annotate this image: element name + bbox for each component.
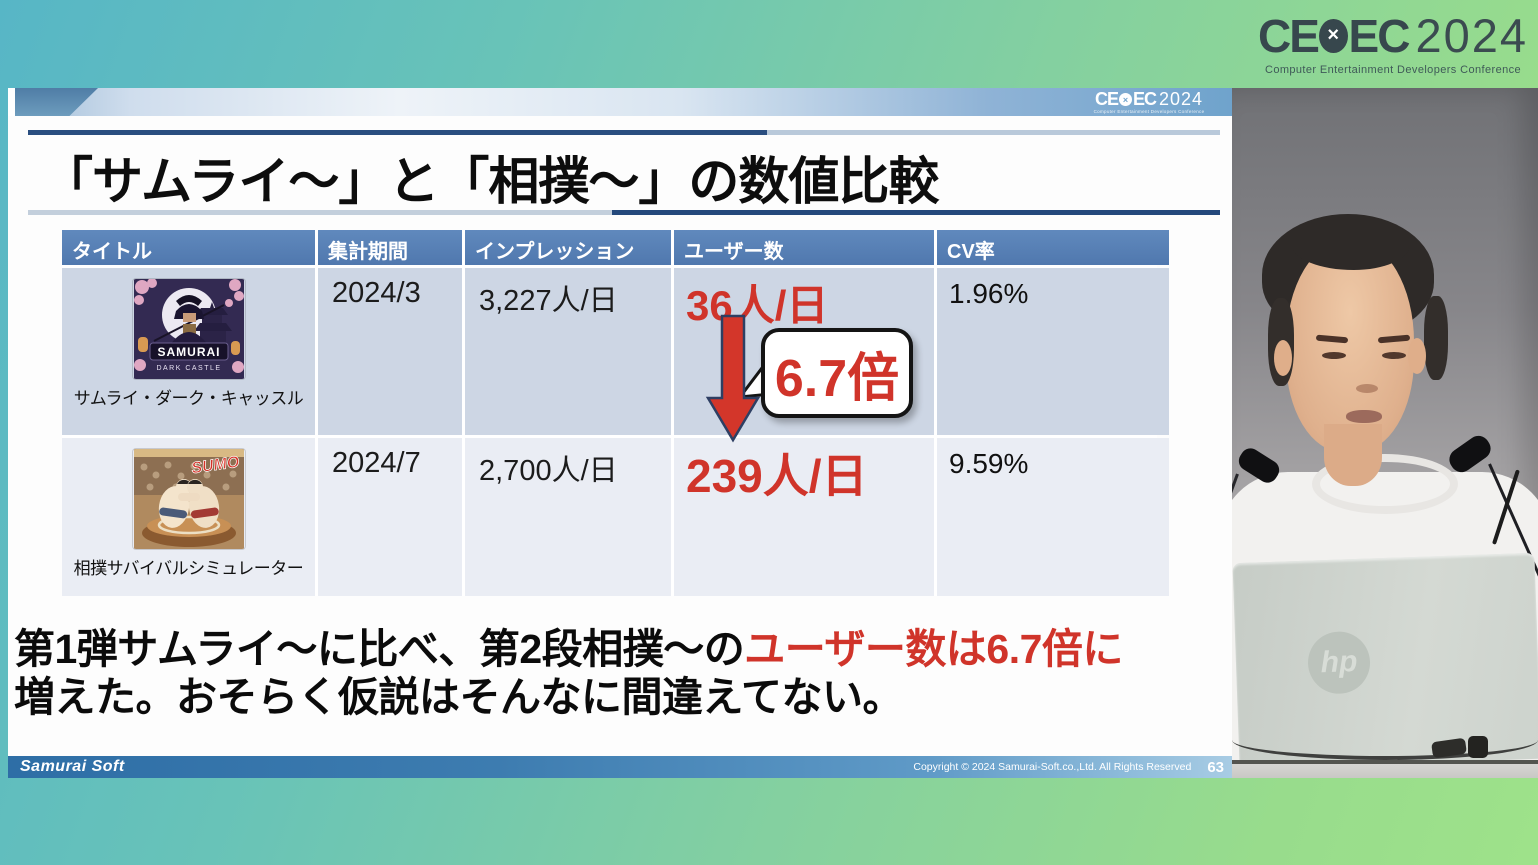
conclusion-text: 第1弾サムライ～に比べ、第2段相撲～のユーザー数は6.7倍に 増えた。おそらく仮… [14, 626, 1230, 722]
column-header-cv-rate: CV率 [937, 230, 1169, 265]
speaker-mouth [1346, 410, 1382, 423]
slide-cedec-logo: CE × EC 2024 Computer Entertainment Deve… [1074, 89, 1224, 114]
presentation-slide: CE × EC 2024 Computer Entertainment Deve… [8, 88, 1232, 778]
slide-footer-bar: Samurai Soft Copyright © 2024 Samurai-So… [8, 756, 1232, 778]
slide-cedec-logo-year: 2024 [1158, 89, 1204, 109]
conclusion-line1-red: ユーザー数は6.7倍に [744, 626, 1123, 672]
column-header-title: タイトル [62, 230, 315, 265]
copyright-text: Copyright © 2024 Samurai-Soft.co.,Ltd. A… [913, 761, 1192, 773]
slide-cedec-logo-subtitle: Computer Entertainment Developers Confer… [1093, 109, 1205, 114]
column-header-impressions: インプレッション [465, 230, 671, 265]
icon-badge-text: SAMURAI [157, 345, 220, 359]
slide-header-left-margin [8, 88, 15, 116]
speaker-hair-side [1424, 296, 1448, 380]
page-number: 63 [1207, 758, 1224, 776]
table-row-2-period: 2024/7 [318, 438, 462, 596]
table-row-1-cv-rate: 1.96% [937, 268, 1169, 435]
cedec-logo-subtitle: Computer Entertainment Developers Confer… [1264, 64, 1522, 76]
column-header-period: 集計期間 [318, 230, 462, 265]
cedec-2024-logo: CE × EC 2024 Computer Entertainment Deve… [1258, 8, 1528, 84]
slide-header-bar: CE × EC 2024 Computer Entertainment Deve… [8, 88, 1232, 116]
speaker-ear [1408, 338, 1426, 374]
column-header-users: ユーザー数 [674, 230, 934, 265]
speaker-eye [1322, 352, 1346, 359]
game-title-caption: 相撲サバイバルシミュレーター [73, 559, 304, 578]
slide-cedec-logo-text: EC [1132, 89, 1157, 109]
hp-logo: hp [1306, 630, 1372, 695]
table-row-2-impressions: 2,700人/日 [465, 438, 671, 596]
microphone-icon [1445, 431, 1495, 477]
podium-table-edge [1232, 760, 1538, 764]
conclusion-line2: 増えた。おそらく仮説はそんなに間違えてない。 [14, 673, 903, 720]
cable-connector [1468, 736, 1488, 758]
table-row-2-users: 239人/日 [674, 438, 934, 596]
slide-cedec-logo-text: CE [1094, 89, 1119, 109]
slide-cedec-x-icon: × [1118, 93, 1132, 106]
hp-logo-text: hp [1320, 645, 1358, 680]
multiplier-callout: 6.7倍 [761, 328, 913, 418]
slide-cedec-logo-row: CE × EC 2024 [1074, 89, 1224, 110]
slide-title: 「サムライ～」と「相撲～」の数値比較 [42, 153, 939, 210]
speaker-shirt-collar [1312, 454, 1458, 514]
table-row-1-period: 2024/3 [318, 268, 462, 435]
table-row-1-impressions: 3,227人/日 [465, 268, 671, 435]
slide-header-accent-shape [14, 88, 98, 116]
comparison-table: タイトル 集計期間 インプレッション ユーザー数 CV率 [62, 230, 1169, 596]
speaker-video-panel: hp [1232, 88, 1538, 778]
title-overline [28, 130, 1220, 135]
sumo-survival-simulator-icon: SUMO [133, 449, 244, 549]
table-row-2-cv-rate: 9.59% [937, 438, 1169, 596]
game-title-caption: サムライ・ダーク・キャッスル [73, 389, 304, 408]
cedec-logo-text: CE [1258, 9, 1320, 62]
cable [1232, 720, 1538, 760]
multiplier-value: 6.7倍 [774, 349, 900, 408]
speaker-neck [1324, 424, 1382, 486]
down-arrow-icon [705, 314, 761, 443]
speaker-ear [1274, 340, 1292, 376]
podium-table-surface [1232, 764, 1538, 778]
samurai-dark-castle-icon: SAMURAI DARK CASTLE [133, 279, 244, 379]
table-row-2-title-cell: SUMO 相撲サバイバルシミュレーター [62, 438, 315, 596]
title-underline [28, 210, 1220, 215]
conclusion-line1-black: 第1弾サムライ～に比べ、第2段相撲～の [14, 626, 745, 672]
cedec-x-icon: × [1318, 18, 1348, 53]
cedec-logo-year: 2024 [1415, 9, 1528, 62]
icon-badge-subtext: DARK CASTLE [156, 365, 221, 372]
cedec-logo-row: CE × EC 2024 [1258, 8, 1528, 63]
company-logo-text: Samurai Soft [20, 758, 125, 775]
table-row-1-title-cell: SAMURAI DARK CASTLE サムライ・ダーク・キャッスル [62, 268, 315, 435]
speaker-eye [1382, 352, 1406, 359]
speaker-nose [1356, 384, 1378, 393]
cedec-logo-text: EC [1348, 9, 1411, 62]
